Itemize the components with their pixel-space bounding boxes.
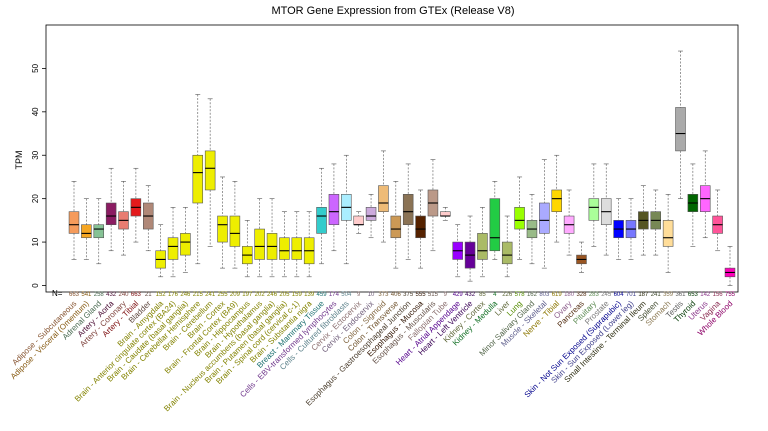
sample-count: 197 bbox=[242, 292, 253, 298]
n-count-label: N= bbox=[52, 289, 63, 298]
y-tick-label: 10 bbox=[31, 237, 40, 246]
y-tick-label: 40 bbox=[31, 107, 40, 116]
sample-count: 176 bbox=[168, 292, 179, 298]
box bbox=[501, 241, 513, 265]
sample-count: 187 bbox=[638, 292, 649, 298]
sample-count: 432 bbox=[106, 292, 117, 298]
sample-count: 209 bbox=[230, 292, 241, 298]
box bbox=[514, 207, 525, 230]
box bbox=[365, 207, 377, 221]
sample-count: 240 bbox=[119, 292, 130, 298]
sample-count: 663 bbox=[131, 292, 142, 298]
sample-count: 555 bbox=[416, 292, 427, 298]
sample-count: 504 bbox=[341, 292, 352, 298]
sample-count: 701 bbox=[626, 292, 637, 298]
sample-count: 205 bbox=[279, 292, 290, 298]
plot-frame bbox=[45, 24, 739, 293]
box bbox=[440, 211, 451, 217]
box bbox=[105, 202, 117, 226]
sample-count: 152 bbox=[156, 292, 167, 298]
sample-count: 283 bbox=[589, 292, 600, 298]
chart-title: MTOR Gene Expression from GTEx (Release … bbox=[271, 5, 514, 17]
sample-count: 245 bbox=[601, 292, 612, 298]
sample-count: 21 bbox=[145, 292, 152, 298]
sample-count: 156 bbox=[713, 292, 724, 298]
sample-count: 142 bbox=[700, 292, 711, 298]
sample-count: 755 bbox=[725, 292, 736, 298]
box bbox=[93, 224, 105, 239]
sample-count: 604 bbox=[614, 292, 625, 298]
sample-count: 246 bbox=[180, 292, 191, 298]
box bbox=[539, 202, 550, 234]
box bbox=[489, 198, 501, 252]
y-axis-label: TPM bbox=[14, 151, 24, 170]
box bbox=[81, 224, 92, 239]
box bbox=[588, 198, 600, 221]
sample-count: 85 bbox=[479, 292, 486, 298]
sample-count: 180 bbox=[564, 292, 575, 298]
box bbox=[662, 220, 674, 247]
sample-count: 226 bbox=[502, 292, 513, 298]
sample-count: 578 bbox=[515, 292, 526, 298]
sample-count: 162 bbox=[527, 292, 538, 298]
sample-count: 429 bbox=[453, 292, 464, 298]
box bbox=[675, 107, 686, 152]
box bbox=[204, 150, 216, 191]
sample-count: 174 bbox=[329, 292, 340, 298]
sample-count: 9 bbox=[444, 292, 448, 298]
sample-count: 359 bbox=[663, 292, 674, 298]
box bbox=[316, 207, 327, 234]
sample-count: 202 bbox=[255, 292, 266, 298]
sample-count: 619 bbox=[552, 292, 563, 298]
sample-count: 159 bbox=[292, 292, 303, 298]
sample-count: 255 bbox=[218, 292, 229, 298]
y-tick-label: 20 bbox=[31, 194, 40, 203]
box bbox=[291, 237, 303, 260]
sample-count: 803 bbox=[539, 292, 550, 298]
sample-count: 9 bbox=[357, 292, 361, 298]
sample-count: 361 bbox=[675, 292, 686, 298]
sample-count: 653 bbox=[688, 292, 699, 298]
sample-count: 406 bbox=[391, 292, 402, 298]
box bbox=[390, 215, 402, 239]
box bbox=[415, 215, 426, 239]
sample-count: 4 bbox=[493, 292, 497, 298]
y-tick-label: 30 bbox=[31, 150, 40, 159]
box bbox=[328, 194, 340, 226]
sample-count: 139 bbox=[304, 292, 315, 298]
box bbox=[217, 215, 228, 243]
box bbox=[477, 233, 488, 260]
box bbox=[254, 228, 265, 260]
sample-count: 663 bbox=[69, 292, 80, 298]
sample-count: 328 bbox=[576, 292, 587, 298]
x-tick-label: Adipose - Visceral (Omentum) bbox=[9, 299, 91, 381]
box bbox=[402, 194, 414, 226]
sample-count: 375 bbox=[403, 292, 414, 298]
sample-count: 241 bbox=[205, 292, 216, 298]
y-tick-label: 0 bbox=[31, 283, 40, 288]
sample-count: 541 bbox=[81, 292, 92, 298]
box bbox=[192, 154, 204, 204]
box bbox=[68, 211, 80, 234]
box bbox=[229, 215, 241, 247]
sample-count: 515 bbox=[428, 292, 439, 298]
sample-count: 459 bbox=[317, 292, 328, 298]
sample-count: 215 bbox=[193, 292, 204, 298]
sample-count: 432 bbox=[465, 292, 476, 298]
sample-count: 258 bbox=[94, 292, 105, 298]
box bbox=[279, 237, 290, 260]
sample-count: 246 bbox=[267, 292, 278, 298]
box bbox=[180, 233, 191, 256]
box bbox=[551, 189, 562, 212]
box bbox=[378, 185, 389, 212]
y-tick-label: 50 bbox=[31, 63, 40, 72]
sample-count: 241 bbox=[651, 292, 662, 298]
sample-count: 373 bbox=[378, 292, 389, 298]
box bbox=[167, 237, 179, 260]
sample-count: 10 bbox=[368, 292, 375, 298]
box bbox=[353, 215, 364, 226]
